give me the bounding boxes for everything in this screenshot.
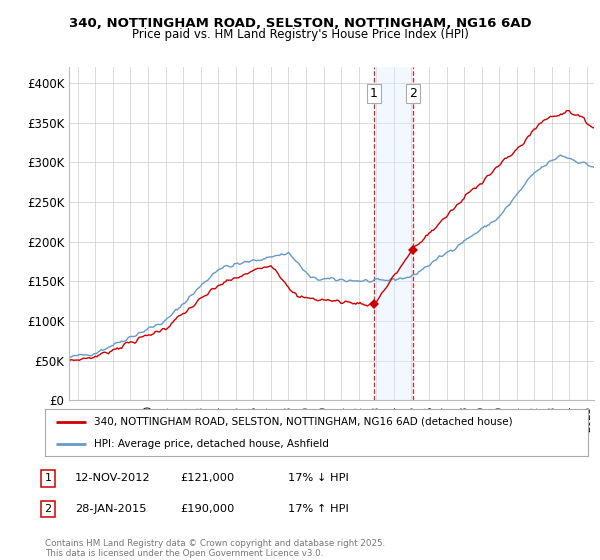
Text: £190,000: £190,000: [180, 504, 235, 514]
Text: 28-JAN-2015: 28-JAN-2015: [75, 504, 146, 514]
Text: £121,000: £121,000: [180, 473, 234, 483]
Text: 340, NOTTINGHAM ROAD, SELSTON, NOTTINGHAM, NG16 6AD (detached house): 340, NOTTINGHAM ROAD, SELSTON, NOTTINGHA…: [94, 417, 512, 427]
Text: 2: 2: [44, 504, 52, 514]
Text: 2: 2: [409, 87, 417, 100]
Text: 12-NOV-2012: 12-NOV-2012: [75, 473, 151, 483]
Text: 17% ↓ HPI: 17% ↓ HPI: [288, 473, 349, 483]
Text: 1: 1: [370, 87, 378, 100]
Bar: [374, 67, 413, 400]
Text: 1: 1: [44, 473, 52, 483]
Text: Contains HM Land Registry data © Crown copyright and database right 2025.
This d: Contains HM Land Registry data © Crown c…: [45, 539, 385, 558]
Text: Price paid vs. HM Land Registry's House Price Index (HPI): Price paid vs. HM Land Registry's House …: [131, 28, 469, 41]
Text: 340, NOTTINGHAM ROAD, SELSTON, NOTTINGHAM, NG16 6AD: 340, NOTTINGHAM ROAD, SELSTON, NOTTINGHA…: [68, 17, 532, 30]
Text: HPI: Average price, detached house, Ashfield: HPI: Average price, detached house, Ashf…: [94, 438, 329, 449]
Text: 17% ↑ HPI: 17% ↑ HPI: [288, 504, 349, 514]
